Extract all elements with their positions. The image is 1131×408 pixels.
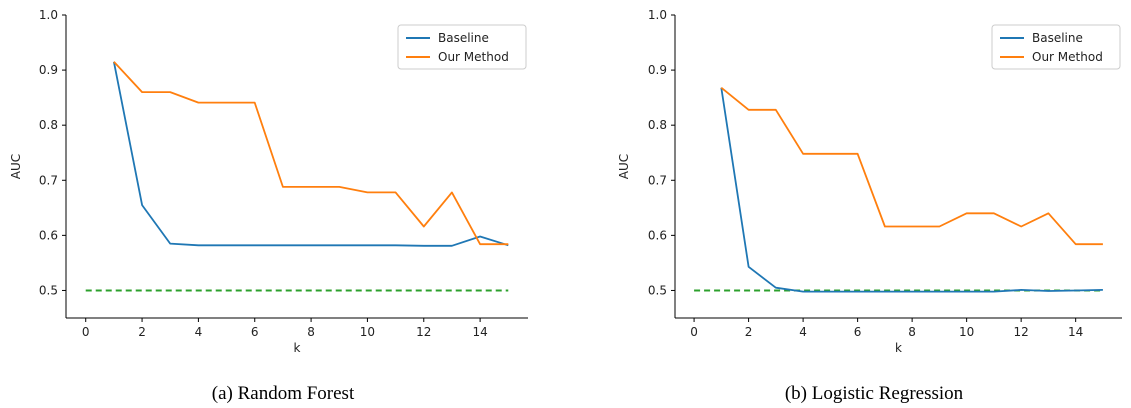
x-tick-label: 8	[908, 325, 916, 339]
x-tick-label: 12	[416, 325, 431, 339]
x-tick-label: 0	[690, 325, 698, 339]
x-tick-label: 2	[745, 325, 753, 339]
x-tick-label: 4	[195, 325, 203, 339]
y-axis-label: AUC	[617, 154, 631, 179]
y-tick-label: 0.5	[648, 283, 667, 297]
panel-logistic-regression: 0.5 0.6 0.7 0.8 0.9 1.0 0 2 4 6 8 10 12 14 k AUC Baselin…	[617, 8, 1122, 355]
caption-logistic-regression: (b) Logistic Regression	[785, 383, 964, 404]
x-tick-label: 6	[854, 325, 862, 339]
legend-label: Our Method	[438, 50, 509, 64]
x-axis-label: k	[294, 341, 301, 355]
y-axis-label: AUC	[9, 154, 23, 179]
y-tick-label: 0.7	[648, 173, 667, 187]
y-tick-label: 0.8	[39, 118, 58, 132]
y-tick-label: 0.8	[648, 118, 667, 132]
y-tick-label: 1.0	[39, 8, 58, 22]
y-tick-label: 0.9	[39, 63, 58, 77]
series-line-baseline	[114, 62, 508, 246]
x-tick-label: 12	[1014, 325, 1029, 339]
series-line-baseline	[721, 88, 1103, 292]
x-tick-label: 14	[1068, 325, 1083, 339]
y-tick-label: 0.5	[39, 283, 58, 297]
legend-label: Our Method	[1032, 50, 1103, 64]
panel-random-forest: 0.5 0.6 0.7 0.8 0.9 1.0 0 2 4 6 8 10 12 14 k AUC Baselin…	[9, 8, 528, 355]
x-tick-label: 4	[799, 325, 807, 339]
series-line-our-method	[721, 88, 1103, 245]
legend-label: Baseline	[438, 31, 489, 45]
x-tick-label: 10	[959, 325, 974, 339]
caption-random-forest: (a) Random Forest	[212, 383, 355, 404]
x-tick-label: 0	[82, 325, 90, 339]
legend: Baseline Our Method	[992, 25, 1120, 69]
x-tick-label: 2	[138, 325, 146, 339]
legend-label: Baseline	[1032, 31, 1083, 45]
y-tick-label: 0.6	[39, 228, 58, 242]
x-tick-label: 10	[360, 325, 375, 339]
x-tick-label: 8	[307, 325, 315, 339]
y-tick-label: 0.6	[648, 228, 667, 242]
series-line-our-method	[114, 62, 508, 244]
legend: Baseline Our Method	[398, 25, 526, 69]
y-tick-label: 0.7	[39, 173, 58, 187]
x-axis-label: k	[895, 341, 902, 355]
x-tick-label: 6	[251, 325, 259, 339]
x-tick-label: 14	[472, 325, 487, 339]
y-tick-label: 0.9	[648, 63, 667, 77]
y-tick-label: 1.0	[648, 8, 667, 22]
